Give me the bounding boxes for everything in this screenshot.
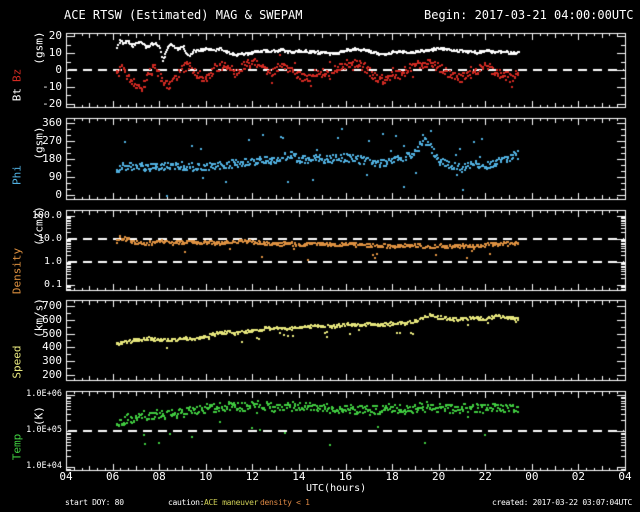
y-tick-label: 0 — [55, 187, 62, 201]
x-tick-label: 16 — [338, 470, 353, 483]
plot-title: ACE RTSW (Estimated) MAG & SWEPAM — [64, 8, 303, 22]
x-tick-label: 06 — [105, 470, 120, 483]
y-tick-label: 1.0E+04 — [26, 461, 62, 472]
x-tick-label: 20 — [432, 470, 446, 483]
panel-unit-label: (K) — [32, 406, 46, 426]
y-tick-label: 300 — [42, 353, 62, 367]
panel-name-label: Bt — [10, 88, 24, 102]
caution-density-label: density < 1 — [260, 498, 310, 507]
y-tick-label: 600 — [42, 312, 62, 326]
y-tick-label: 10 — [48, 45, 62, 59]
caution-label: caution: — [168, 498, 205, 507]
panel-name-label: Density — [10, 247, 24, 295]
x-tick-label: 22 — [478, 470, 492, 483]
y-tick-label: 400 — [42, 339, 62, 353]
x-tick-label: 18 — [385, 470, 399, 483]
y-tick-label: 10.0 — [37, 232, 62, 244]
panel-unit-label: (km/s) — [32, 298, 46, 338]
panel-name-label: Speed — [10, 345, 24, 379]
y-tick-label: 180 — [42, 151, 62, 165]
panel-name-label: Bz — [10, 68, 24, 82]
x-tick-label: 10 — [199, 470, 213, 483]
x-tick-label: 14 — [292, 470, 306, 483]
y-tick-label: 700 — [42, 298, 62, 312]
y-tick-label: -20 — [42, 96, 62, 110]
caution-ace-maneuver-label: ACE maneuver — [204, 498, 259, 507]
panel-unit-label: (gsm) — [32, 126, 46, 160]
panel-unit-label: (gsm) — [32, 31, 46, 65]
y-tick-label: 0.1 — [43, 278, 62, 290]
y-tick-label: 360 — [42, 115, 62, 129]
x-tick-label: 12 — [245, 470, 259, 483]
x-tick-label: 08 — [152, 470, 166, 483]
y-tick-label: 500 — [42, 326, 62, 340]
x-tick-label: 04 — [618, 470, 632, 483]
panel-unit-label: (/cm3) — [32, 206, 46, 246]
x-tick-label: 04 — [59, 470, 73, 483]
y-tick-label: 90 — [48, 169, 62, 183]
y-tick-label: 1.0 — [43, 255, 62, 267]
start-doy-label: start DOY: 80 — [65, 498, 124, 507]
y-tick-label: 0 — [55, 62, 62, 76]
created-timestamp: created: 2017-03-22 03:07:04UTC — [492, 498, 633, 507]
y-tick-label: 1.0E+06 — [26, 389, 62, 400]
y-tick-label: 20 — [48, 28, 62, 42]
begin-timestamp: Begin: 2017-03-21 04:00:00UTC — [424, 8, 634, 22]
y-tick-label: -10 — [42, 79, 62, 93]
y-tick-label: 200 — [42, 367, 62, 381]
y-tick-label: 1.0E+05 — [26, 425, 62, 436]
panel-name-label: Temp — [10, 433, 24, 461]
y-tick-label: 270 — [42, 133, 62, 147]
x-tick-label: 02 — [571, 470, 586, 483]
x-axis-title: UTC(hours) — [306, 483, 367, 494]
y-tick-label: 100.0 — [31, 209, 62, 221]
x-tick-label: 00 — [525, 470, 539, 483]
panel-name-label: Phi — [10, 165, 24, 185]
